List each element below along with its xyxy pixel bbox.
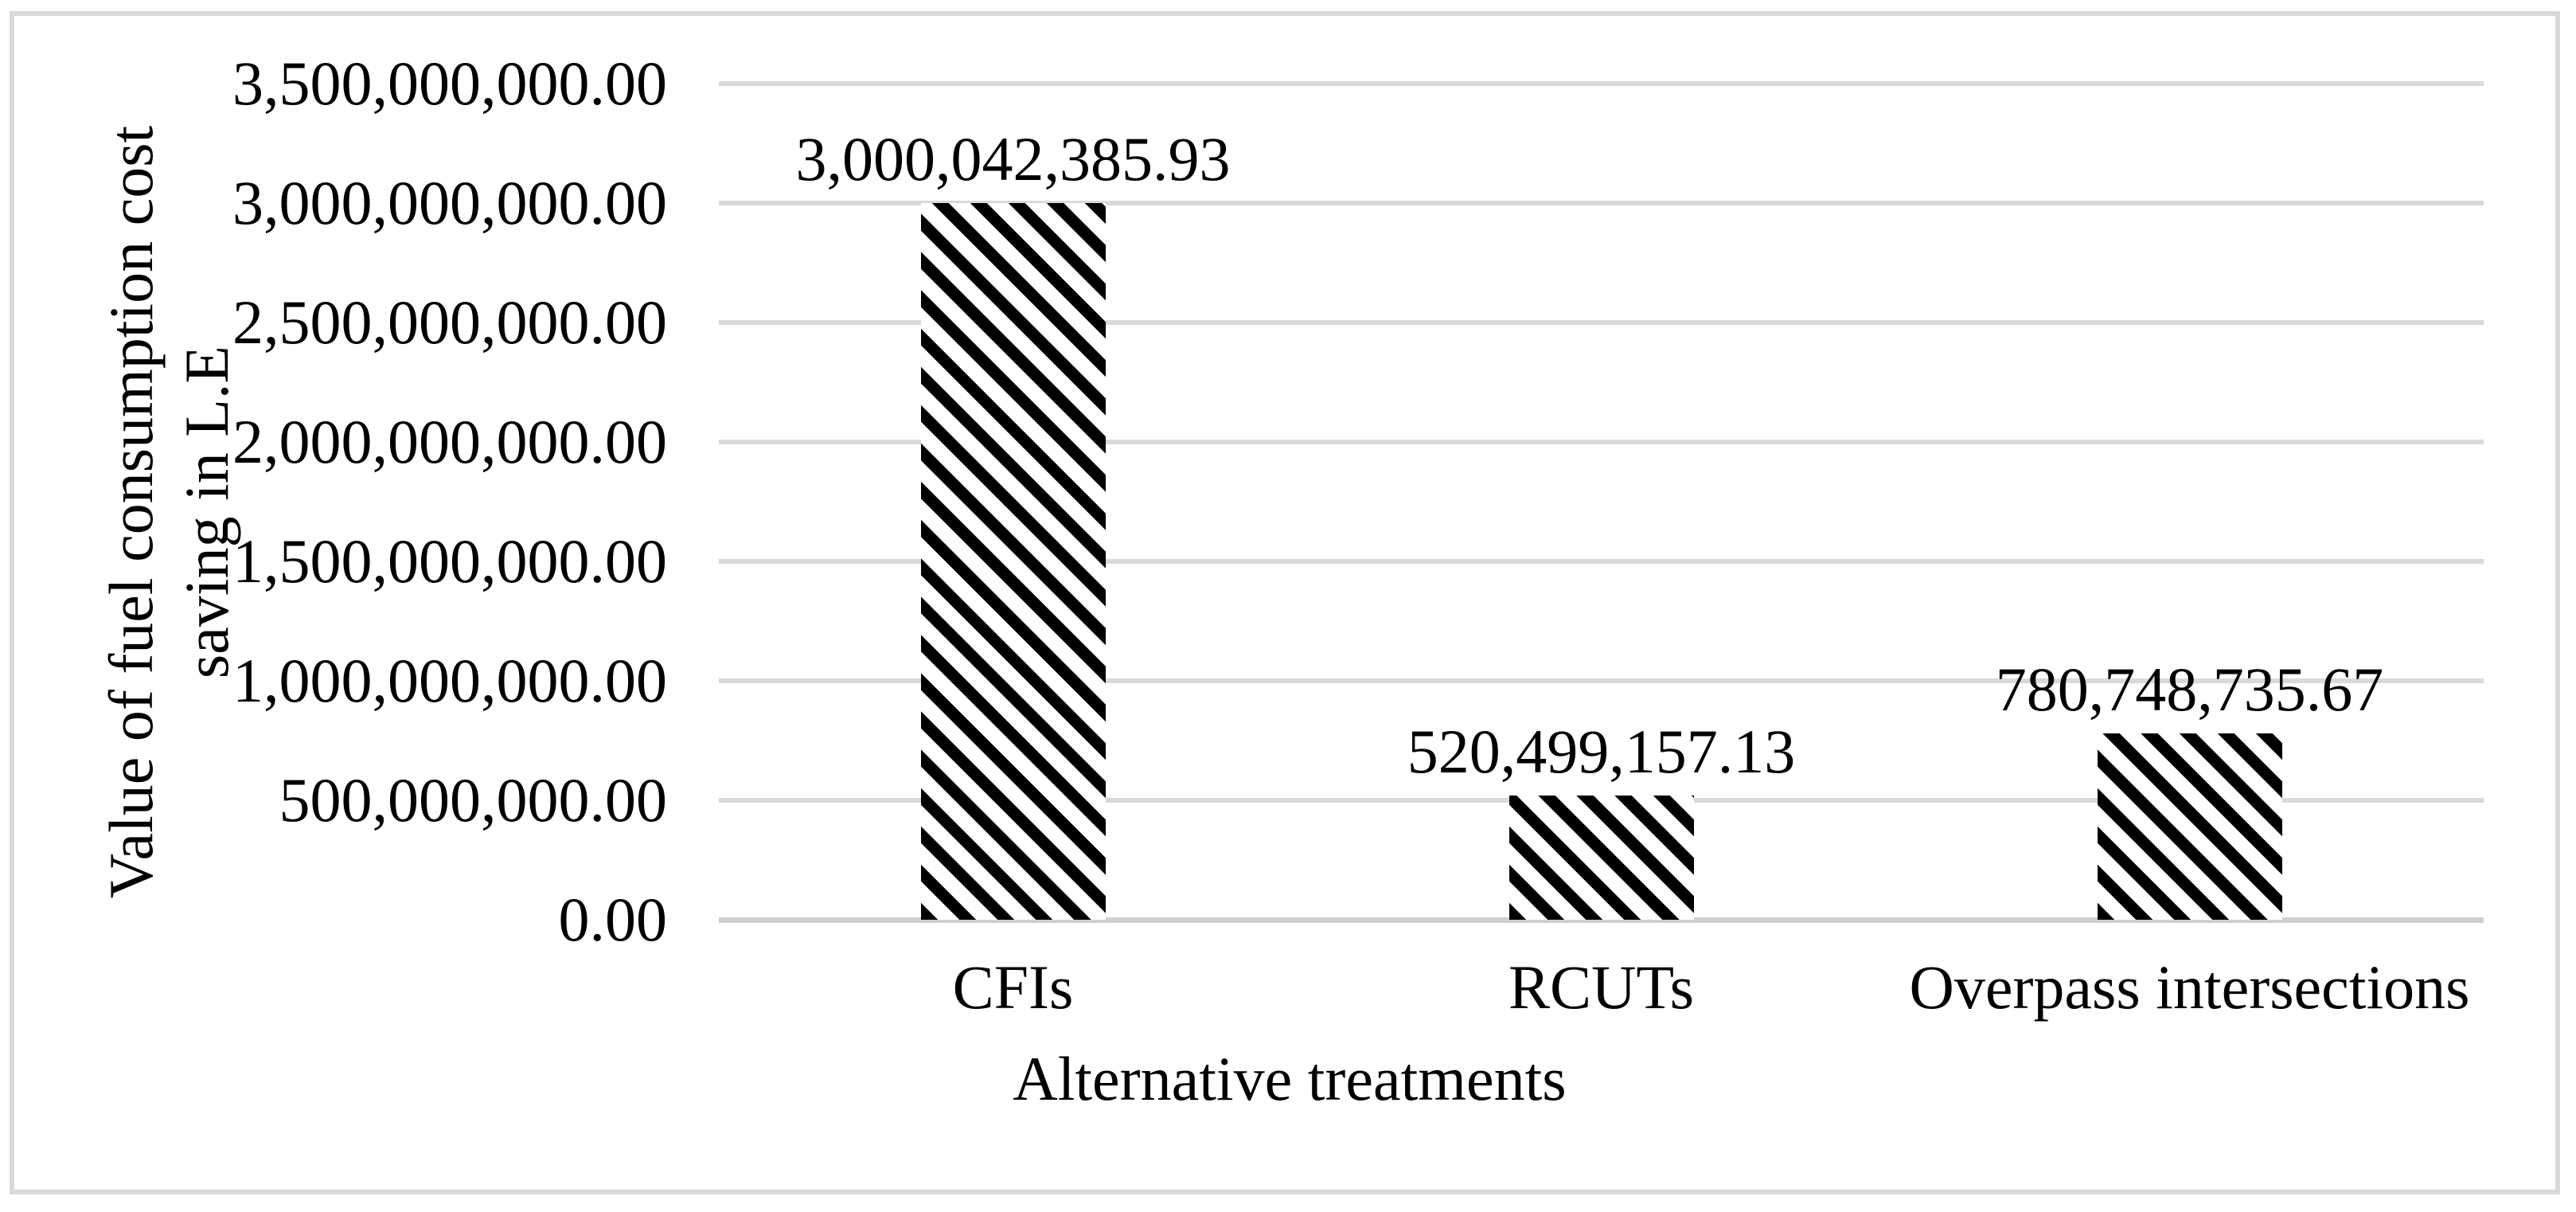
- x-axis-title: Alternative treatments: [1013, 1044, 1567, 1113]
- y-tick-label: 1,000,000,000.00: [232, 646, 667, 715]
- bar-overpass-intersections: [2097, 733, 2282, 920]
- category-label: Overpass intersections: [1909, 952, 2470, 1022]
- y-tick-label: 2,500,000,000.00: [232, 287, 667, 357]
- y-axis-title: Value of fuel consumption cost saving in…: [93, 74, 244, 950]
- y-axis-title-line1: Value of fuel consumption cost: [96, 125, 166, 899]
- gridline: [719, 320, 2484, 325]
- category-label: RCUTs: [1509, 952, 1694, 1022]
- gridline: [719, 440, 2484, 444]
- y-tick-label: 3,500,000,000.00: [232, 49, 667, 118]
- gridline: [719, 201, 2484, 205]
- y-tick-label: 500,000,000.00: [279, 765, 668, 835]
- gridline: [719, 81, 2484, 86]
- bar-value-label: 520,499,157.13: [1407, 716, 1796, 786]
- x-axis-line: [719, 917, 2484, 923]
- y-tick-label: 1,500,000,000.00: [232, 526, 667, 596]
- y-tick-label: 3,000,000,000.00: [232, 168, 667, 237]
- y-axis-title-line2: saving in L.E: [172, 345, 241, 679]
- y-tick-label: 0.00: [558, 885, 668, 954]
- bar-value-label: 780,748,735.67: [1995, 654, 2384, 724]
- gridline: [719, 678, 2484, 683]
- y-tick-label: 2,000,000,000.00: [232, 407, 667, 476]
- category-label: CFIs: [952, 952, 1074, 1022]
- chart-border: [10, 11, 2560, 1194]
- bar-value-label: 3,000,042,385.93: [795, 123, 1231, 194]
- bar-rcuts: [1509, 795, 1694, 920]
- bar-cfis: [920, 202, 1106, 920]
- gridline: [719, 559, 2484, 564]
